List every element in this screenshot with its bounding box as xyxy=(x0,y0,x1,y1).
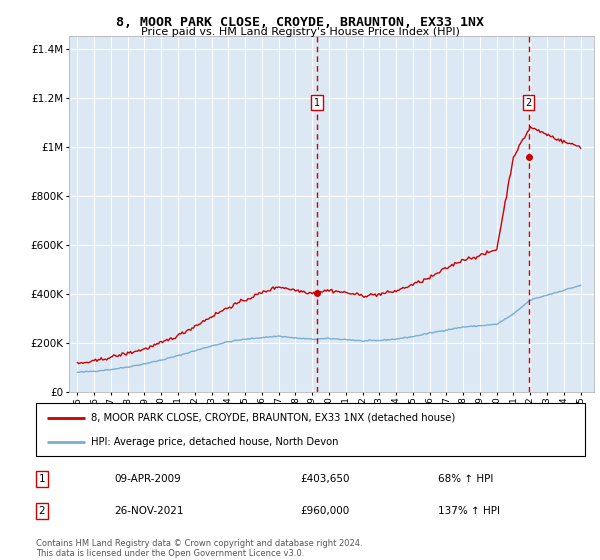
Text: £403,650: £403,650 xyxy=(300,474,349,484)
Text: 2: 2 xyxy=(526,97,532,108)
Text: 26-NOV-2021: 26-NOV-2021 xyxy=(114,506,184,516)
Text: Contains HM Land Registry data © Crown copyright and database right 2024.
This d: Contains HM Land Registry data © Crown c… xyxy=(36,539,362,558)
Text: 1: 1 xyxy=(314,97,320,108)
Text: 68% ↑ HPI: 68% ↑ HPI xyxy=(438,474,493,484)
Text: 1: 1 xyxy=(38,474,46,484)
Text: 137% ↑ HPI: 137% ↑ HPI xyxy=(438,506,500,516)
Text: £960,000: £960,000 xyxy=(300,506,349,516)
Text: HPI: Average price, detached house, North Devon: HPI: Average price, detached house, Nort… xyxy=(91,437,338,447)
Text: 2: 2 xyxy=(38,506,46,516)
FancyBboxPatch shape xyxy=(36,403,585,456)
Text: Price paid vs. HM Land Registry's House Price Index (HPI): Price paid vs. HM Land Registry's House … xyxy=(140,27,460,37)
Text: 8, MOOR PARK CLOSE, CROYDE, BRAUNTON, EX33 1NX (detached house): 8, MOOR PARK CLOSE, CROYDE, BRAUNTON, EX… xyxy=(91,413,455,423)
Text: 8, MOOR PARK CLOSE, CROYDE, BRAUNTON, EX33 1NX: 8, MOOR PARK CLOSE, CROYDE, BRAUNTON, EX… xyxy=(116,16,484,29)
Text: 09-APR-2009: 09-APR-2009 xyxy=(114,474,181,484)
